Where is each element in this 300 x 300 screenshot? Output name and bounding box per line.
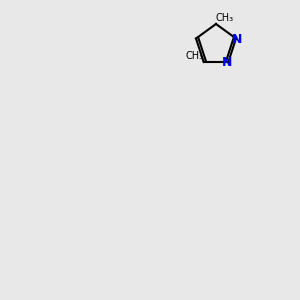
Text: CH₃: CH₃	[186, 51, 204, 61]
Text: CH₃: CH₃	[216, 13, 234, 23]
Text: N: N	[232, 33, 243, 46]
Text: N: N	[222, 56, 232, 70]
